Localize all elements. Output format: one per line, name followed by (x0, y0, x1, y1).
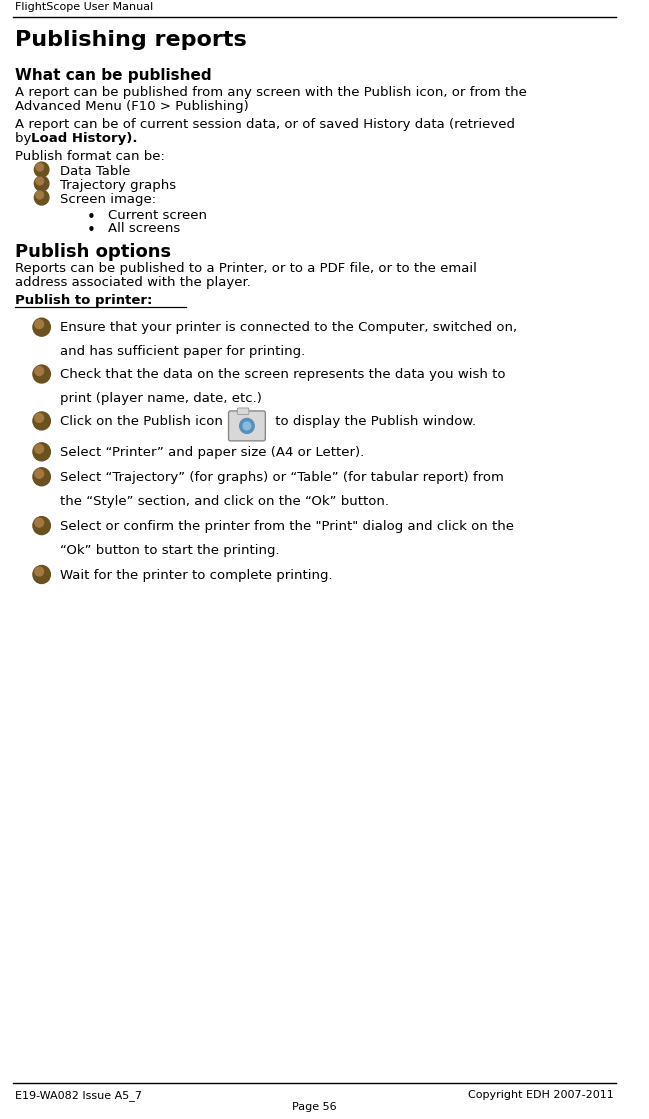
Text: Ensure that your printer is connected to the Computer, switched on,: Ensure that your printer is connected to… (60, 321, 517, 335)
Circle shape (35, 469, 43, 478)
Text: by: by (14, 132, 35, 144)
Text: Publish to printer:: Publish to printer: (14, 294, 152, 308)
Circle shape (35, 320, 43, 329)
Circle shape (35, 444, 43, 453)
Circle shape (34, 190, 49, 205)
Circle shape (36, 177, 43, 185)
Text: •: • (87, 224, 96, 238)
Text: Publish format can be:: Publish format can be: (14, 150, 164, 162)
Text: “Ok” button to start the printing.: “Ok” button to start the printing. (60, 544, 280, 556)
Text: Click on the Publish icon: Click on the Publish icon (60, 415, 227, 427)
Text: E19-WA082 Issue A5_7: E19-WA082 Issue A5_7 (14, 1090, 141, 1101)
Circle shape (34, 176, 49, 191)
Circle shape (33, 365, 51, 383)
Text: Screen image:: Screen image: (60, 192, 156, 206)
Circle shape (33, 412, 51, 430)
Text: Advanced Menu (F10 > Publishing): Advanced Menu (F10 > Publishing) (14, 100, 249, 113)
Text: Reports can be published to a Printer, or to a PDF file, or to the email: Reports can be published to a Printer, o… (14, 262, 476, 275)
Circle shape (35, 518, 43, 527)
Circle shape (33, 443, 51, 461)
Circle shape (33, 565, 51, 583)
Text: Select “Trajectory” (for graphs) or “Table” (for tabular report) from: Select “Trajectory” (for graphs) or “Tab… (60, 471, 504, 483)
Text: and has sufficient paper for printing.: and has sufficient paper for printing. (60, 345, 305, 358)
Text: A report can be published from any screen with the Publish icon, or from the: A report can be published from any scree… (14, 86, 526, 98)
Circle shape (35, 567, 43, 576)
Text: What can be published: What can be published (14, 68, 211, 83)
Text: •: • (87, 209, 96, 225)
Circle shape (33, 318, 51, 336)
Text: Load History).: Load History). (31, 132, 138, 144)
Text: the “Style” section, and click on the “Ok” button.: the “Style” section, and click on the “O… (60, 495, 389, 508)
Text: Copyright EDH 2007-2011: Copyright EDH 2007-2011 (468, 1090, 614, 1100)
Circle shape (239, 419, 254, 433)
Text: Page 56: Page 56 (292, 1102, 337, 1112)
Circle shape (33, 468, 51, 486)
Text: Current screen: Current screen (108, 208, 208, 222)
FancyBboxPatch shape (228, 411, 265, 441)
Text: Publish options: Publish options (14, 244, 171, 262)
Text: print (player name, date, etc.): print (player name, date, etc.) (60, 392, 262, 405)
Text: to display the Publish window.: to display the Publish window. (271, 415, 476, 427)
Text: A report can be of current session data, or of saved History data (retrieved: A report can be of current session data,… (14, 117, 515, 131)
Circle shape (33, 517, 51, 535)
Circle shape (34, 162, 49, 177)
Circle shape (36, 163, 43, 171)
Text: Data Table: Data Table (60, 164, 130, 178)
Text: Select “Printer” and paper size (A4 or Letter).: Select “Printer” and paper size (A4 or L… (60, 445, 364, 459)
Text: FlightScope User Manual: FlightScope User Manual (14, 2, 153, 12)
Text: Publishing reports: Publishing reports (14, 30, 246, 50)
Circle shape (243, 422, 251, 430)
Text: Select or confirm the printer from the "Print" dialog and click on the: Select or confirm the printer from the "… (60, 519, 514, 533)
Text: Trajectory graphs: Trajectory graphs (60, 179, 176, 191)
FancyBboxPatch shape (238, 408, 249, 414)
Text: All screens: All screens (108, 223, 180, 235)
Circle shape (36, 191, 43, 199)
Circle shape (35, 367, 43, 376)
Text: address associated with the player.: address associated with the player. (14, 276, 251, 290)
Circle shape (35, 413, 43, 422)
Text: Check that the data on the screen represents the data you wish to: Check that the data on the screen repres… (60, 368, 506, 382)
Text: Wait for the printer to complete printing.: Wait for the printer to complete printin… (60, 568, 333, 582)
